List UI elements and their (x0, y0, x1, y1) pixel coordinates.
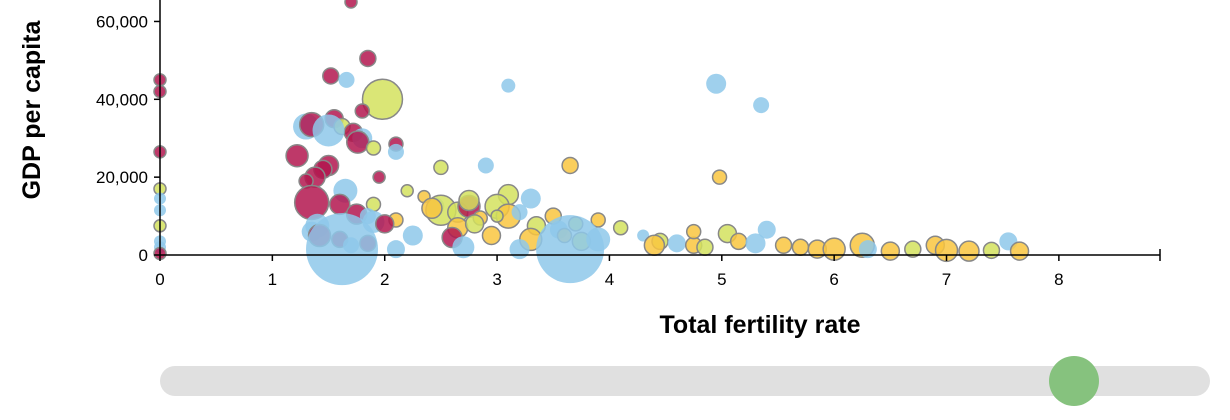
bubble-96[interactable] (711, 169, 728, 185)
bubble-89[interactable] (667, 234, 686, 253)
y-tick-label-40000: 40,000 (96, 90, 148, 109)
bubble-93[interactable] (706, 73, 727, 94)
bubble-53[interactable] (511, 204, 528, 221)
x-tick-label-6: 6 (829, 270, 838, 289)
year-slider-track[interactable] (160, 356, 1210, 406)
bubble-13[interactable] (338, 71, 355, 88)
bubble-82[interactable] (386, 240, 405, 259)
bubble-95[interactable] (501, 78, 516, 93)
bubble-23[interactable] (346, 130, 370, 154)
bubble-52[interactable] (490, 209, 504, 223)
bubble-81[interactable] (306, 213, 379, 286)
bubble-91[interactable] (685, 223, 702, 240)
bubble-11[interactable] (359, 49, 377, 68)
x-tick-label-3: 3 (492, 270, 501, 289)
bubble-107[interactable] (880, 241, 901, 261)
bubble-69[interactable] (612, 220, 629, 236)
bubble-26[interactable] (387, 143, 404, 160)
bubble-83[interactable] (452, 236, 475, 259)
bubble-99[interactable] (745, 233, 766, 254)
bubble-68[interactable] (590, 212, 606, 228)
x-tick-label-1: 1 (268, 270, 277, 289)
scatter-chart: 0 1 2 3 4 5 6 7 8 0 20,000 40,000 60,000 Total ferti… (18, 0, 1161, 339)
bubble-85[interactable] (536, 215, 605, 284)
bubble-102[interactable] (791, 238, 810, 256)
bubble-94[interactable] (753, 97, 770, 114)
y-tick-label-20000: 20,000 (96, 168, 148, 187)
bubble-46[interactable] (421, 197, 443, 220)
year-slider-thumb[interactable] (1048, 356, 1099, 406)
bubble-40[interactable] (520, 188, 541, 209)
bubble-21[interactable] (312, 114, 345, 147)
bubble-59[interactable] (374, 214, 395, 234)
bubble-10[interactable] (344, 0, 358, 9)
bubble-27[interactable] (285, 143, 309, 168)
bubble-14[interactable] (361, 78, 404, 121)
bubble-98[interactable] (729, 232, 748, 251)
y-tick-label-0: 0 (139, 246, 148, 265)
bubble-30[interactable] (433, 159, 449, 176)
bubble-101[interactable] (774, 236, 793, 255)
bubbles-layer (153, 0, 1030, 286)
bubble-49[interactable] (458, 189, 480, 212)
bubble-31[interactable] (477, 157, 494, 174)
y-tick-label-60000: 60,000 (96, 12, 148, 31)
bubble-24[interactable] (365, 140, 382, 156)
x-tick-label-7: 7 (942, 270, 951, 289)
bubble-111[interactable] (958, 240, 980, 262)
y-axis-title: GDP per capita (18, 20, 46, 200)
bubble-37[interactable] (400, 184, 414, 198)
x-tick-label-4: 4 (605, 270, 614, 289)
bubble-72[interactable] (481, 225, 502, 246)
bubble-70[interactable] (402, 225, 423, 246)
bubble-84[interactable] (509, 239, 530, 260)
bubble-92[interactable] (696, 238, 714, 256)
bubble-114[interactable] (1009, 241, 1030, 261)
bubble-108[interactable] (904, 240, 922, 258)
bubble-88[interactable] (643, 234, 666, 257)
x-tick-label-5: 5 (717, 270, 726, 289)
x-tick-label-0: 0 (155, 270, 164, 289)
bubble-62[interactable] (464, 214, 485, 234)
bubble-12[interactable] (322, 67, 340, 85)
bubble-112[interactable] (982, 241, 1001, 260)
axes-layer: 0 1 2 3 4 5 6 7 8 0 20,000 40,000 60,000 (96, 0, 1161, 289)
bubble-41[interactable] (293, 184, 330, 221)
bubble-100[interactable] (757, 220, 776, 239)
bubble-35[interactable] (372, 170, 386, 184)
bubble-110[interactable] (934, 238, 959, 263)
bubble-15[interactable] (354, 103, 370, 119)
bubble-32[interactable] (561, 156, 579, 175)
x-tick-label-8: 8 (1054, 270, 1063, 289)
x-tick-label-2: 2 (380, 270, 389, 289)
x-axis-title: Total fertility rate (660, 311, 861, 339)
bubble-106[interactable] (858, 240, 877, 259)
